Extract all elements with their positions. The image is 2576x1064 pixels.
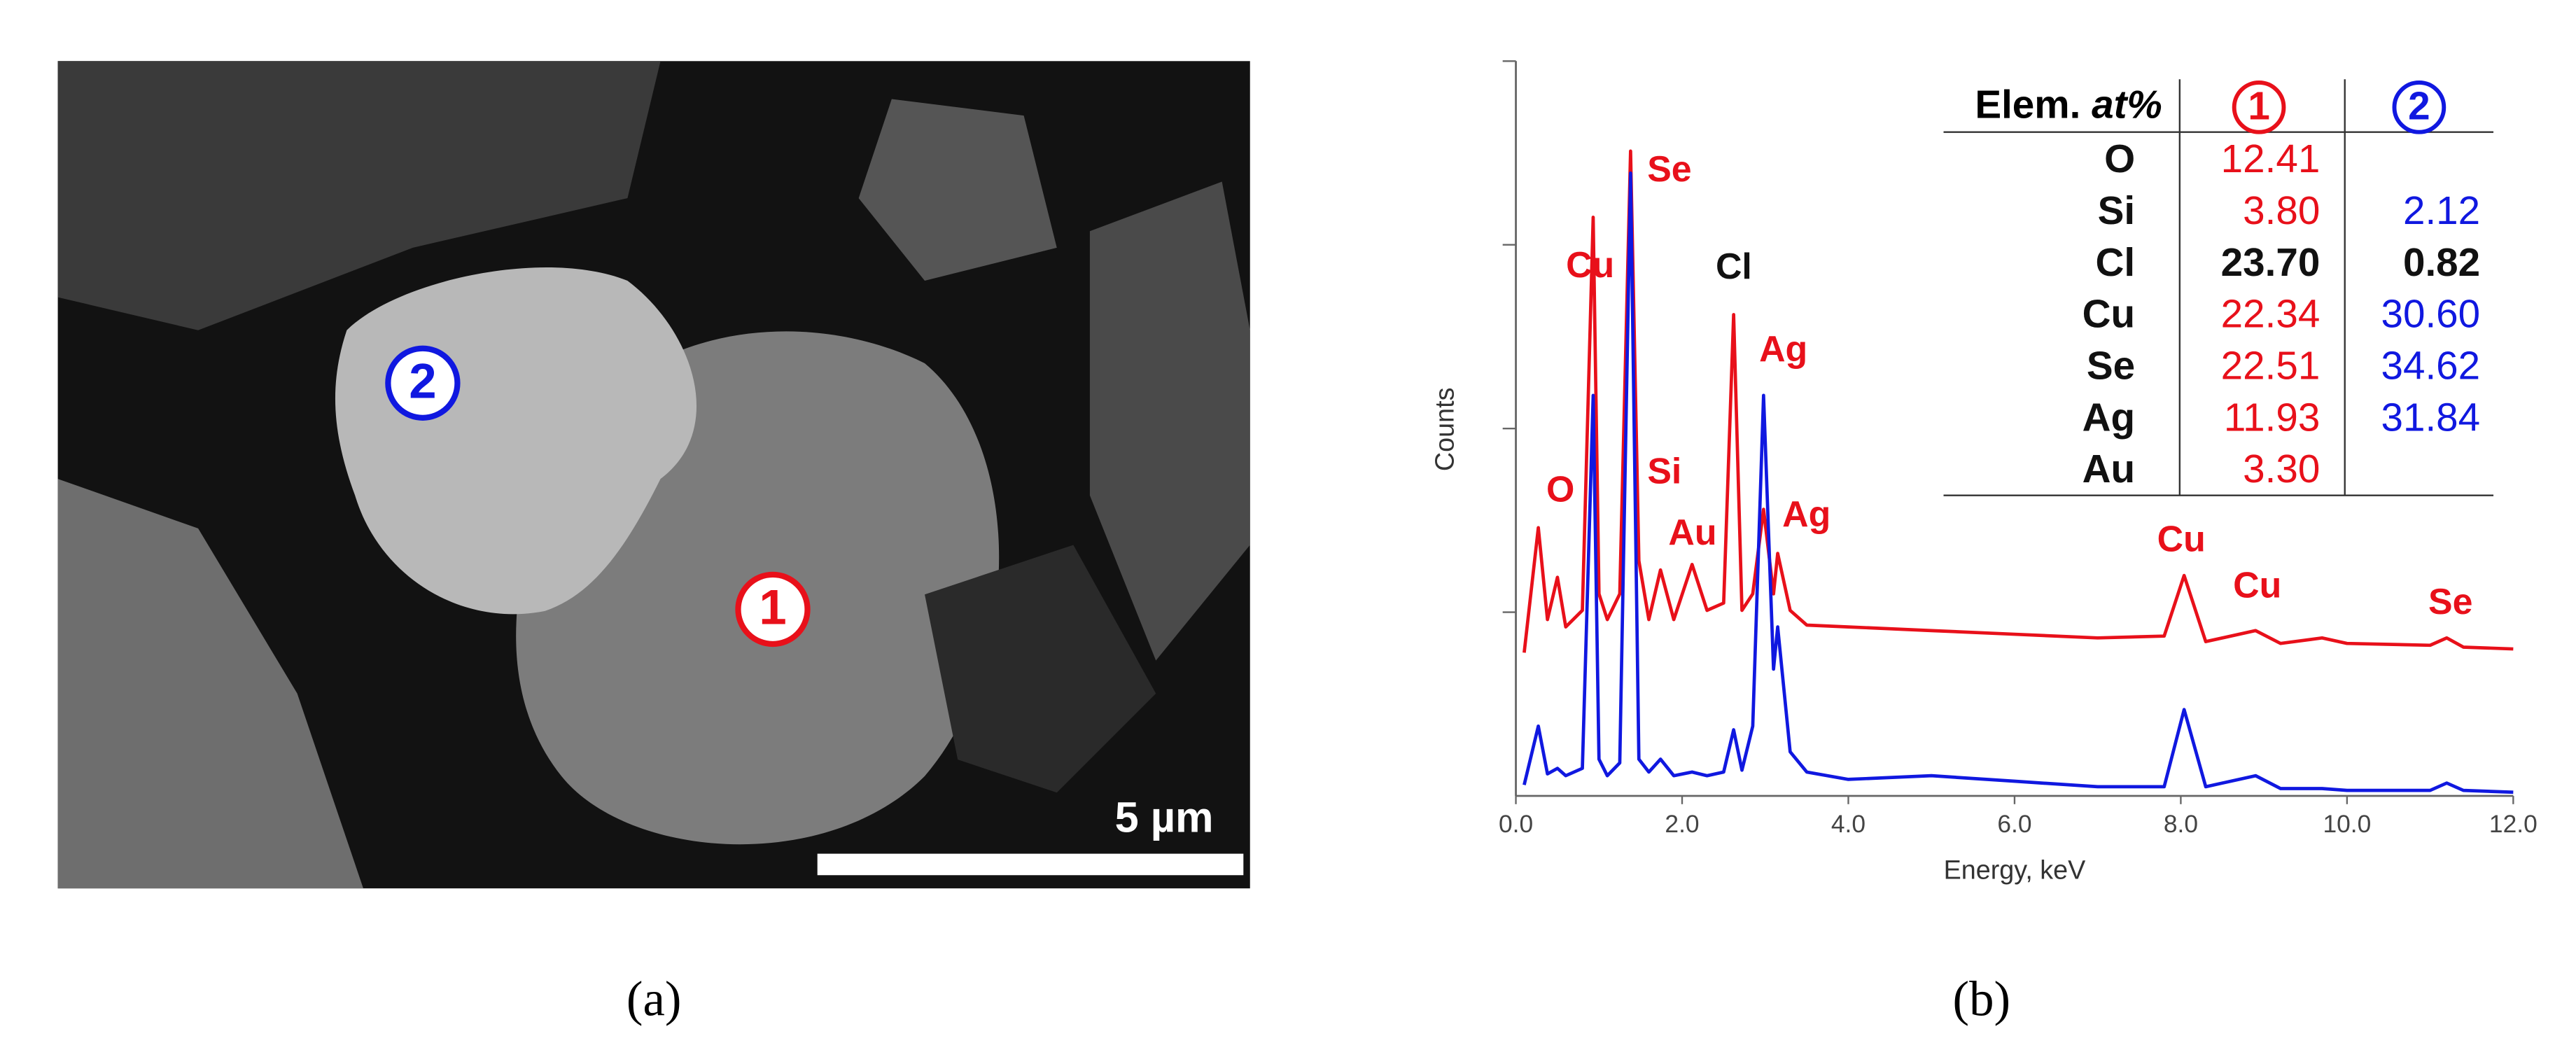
- table-value: 23.70: [2221, 240, 2320, 284]
- peak-label: Se: [1647, 148, 1691, 189]
- table-element: Ag: [2082, 395, 2135, 439]
- table-element: Au: [2082, 447, 2135, 491]
- sem-particle: [925, 545, 1156, 793]
- table-value: 0.82: [2403, 240, 2480, 284]
- y-axis-label: Counts: [1429, 388, 1459, 472]
- marker-label: 2: [409, 353, 436, 408]
- x-tick-label: 2.0: [1665, 811, 1699, 838]
- header-text: at%: [2092, 82, 2162, 126]
- x-tick-label: 10.0: [2323, 811, 2371, 838]
- x-tick-label: 8.0: [2164, 811, 2198, 838]
- table-value: 3.30: [2243, 447, 2320, 491]
- scale-bar: [817, 853, 1244, 876]
- scale-bar-label: 5 µm: [1115, 793, 1214, 841]
- x-tick-label: 12.0: [2489, 811, 2538, 838]
- sem-particle: [57, 61, 661, 330]
- table-value: 12.41: [2221, 136, 2320, 181]
- peak-label: Au: [1668, 512, 1716, 552]
- sem-image: 5 µm: [57, 61, 1250, 889]
- header-circle: [2232, 80, 2286, 134]
- table: Elem. at%: [1943, 79, 2494, 496]
- x-tick-label: 6.0: [1997, 811, 2031, 838]
- table-value: 11.93: [2224, 395, 2320, 439]
- table-value: 22.34: [2221, 292, 2320, 336]
- peak-label: Cu: [1566, 244, 1614, 285]
- peak-label: Cl: [1716, 246, 1752, 286]
- x-tick-label: 0.0: [1499, 811, 1533, 838]
- spectrum-line: [1522, 149, 2514, 653]
- table-header: 1: [2248, 84, 2269, 128]
- table-header: Elem. at%: [1975, 82, 2162, 126]
- table-value: 3.80: [2243, 188, 2320, 232]
- table-element: Cu: [2082, 292, 2135, 336]
- marker-circle: [385, 345, 461, 421]
- table-value: 30.60: [2381, 292, 2481, 336]
- table-element: Cl: [2096, 240, 2136, 284]
- header-text: Elem.: [1975, 82, 2080, 126]
- table-element: Se: [2087, 343, 2135, 387]
- sem-particle: [858, 99, 1057, 281]
- table-value: 34.62: [2381, 343, 2481, 387]
- table-value: 31.84: [2381, 395, 2481, 439]
- table-header: 2: [2408, 84, 2430, 128]
- table-value: 2.12: [2403, 188, 2480, 232]
- caption: (b): [1953, 972, 2011, 1026]
- marker-circle: [735, 571, 811, 648]
- x-axis-label: Energy, keV: [1944, 855, 2086, 885]
- spectrum-line: [1522, 172, 2514, 794]
- peak-label: Cu: [2233, 564, 2281, 605]
- caption: (a): [626, 972, 682, 1026]
- peak-label: Se: [2428, 581, 2472, 622]
- table-element: O: [2104, 136, 2135, 181]
- table-element: Si: [2098, 188, 2136, 232]
- peak-label: Cu: [2157, 518, 2206, 559]
- peak-label: Ag: [1782, 493, 1830, 534]
- header-circle: [2392, 80, 2446, 134]
- peak-label: Si: [1647, 451, 1681, 491]
- peak-label: O: [1546, 469, 1574, 510]
- peak-label: Ag: [1759, 328, 1807, 369]
- sem-particle: [57, 479, 363, 889]
- marker-label: 1: [759, 580, 786, 635]
- x-tick-label: 4.0: [1831, 811, 1865, 838]
- table-value: 22.51: [2221, 343, 2320, 387]
- sem-particle: [1089, 181, 1250, 661]
